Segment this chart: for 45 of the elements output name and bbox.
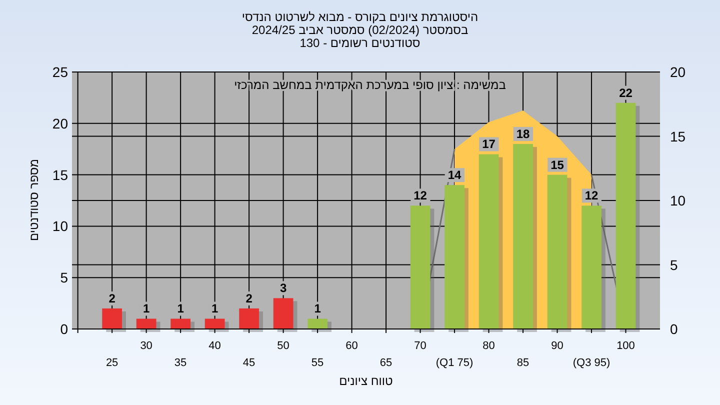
x-tick-label: 85 [516,357,530,369]
data-label: 12 [414,188,428,203]
y-tick-label: 10 [52,218,68,234]
chart-subtitle: בסמסטר (02/2024) סמסטר אביב 2024/25 סטודנטים רשומים - 130 [252,23,468,50]
x-tick-label: 60 [346,340,358,352]
data-label: 1 [211,302,218,316]
x-tick-label: 30 [140,340,152,352]
x-tick-label: 80 [482,340,495,352]
y2-tick-label: 10 [670,192,686,208]
x-tick-label: 90 [551,340,564,352]
x-tick-label: 45 [242,357,256,369]
y-tick-label: 0 [60,321,68,337]
data-label: 2 [246,291,253,306]
y2-tick-label: 15 [670,128,686,144]
x-tick-label: 55 [311,357,324,369]
chart-title: היסטוגרמת ציונים בקורס - מבוא לשרטוט הנדסי [242,10,478,24]
y-tick-label: 20 [52,115,68,132]
y-tick-label: 25 [52,64,68,80]
data-label: 1 [314,302,322,316]
x-tick-label: (Q1 75) [436,357,474,369]
y-tick-label: 5 [60,270,68,286]
x-tick-label: 65 [380,357,392,369]
data-label: 1 [177,302,184,316]
y-axis-title: מספר סטודנטים [27,158,41,242]
x-tick-label: 35 [174,357,187,369]
x-axis-title: טווח ציונים [339,374,394,388]
data-label: 18 [516,126,530,141]
y2-tick-label: 20 [670,64,686,80]
x-tick-label: 70 [414,340,426,352]
x-tick-label: 50 [277,340,290,352]
data-label: 17 [482,137,496,152]
data-label: 22 [619,86,633,100]
x-tick-label: 40 [208,340,221,352]
x-tick-label: 25 [106,357,118,369]
x-tick-label: (Q3 95) [572,357,610,369]
data-label: 15 [550,158,564,172]
y-tick-label: 15 [52,166,68,183]
data-label: 14 [448,168,462,182]
x-tick-label: 100 [616,340,635,352]
data-label: 3 [280,281,287,296]
y2-tick-label: 5 [670,256,678,273]
data-label: 1 [142,302,150,316]
data-label: 2 [108,291,116,306]
data-label: 12 [584,188,599,203]
y2-tick-label: 0 [670,321,678,337]
